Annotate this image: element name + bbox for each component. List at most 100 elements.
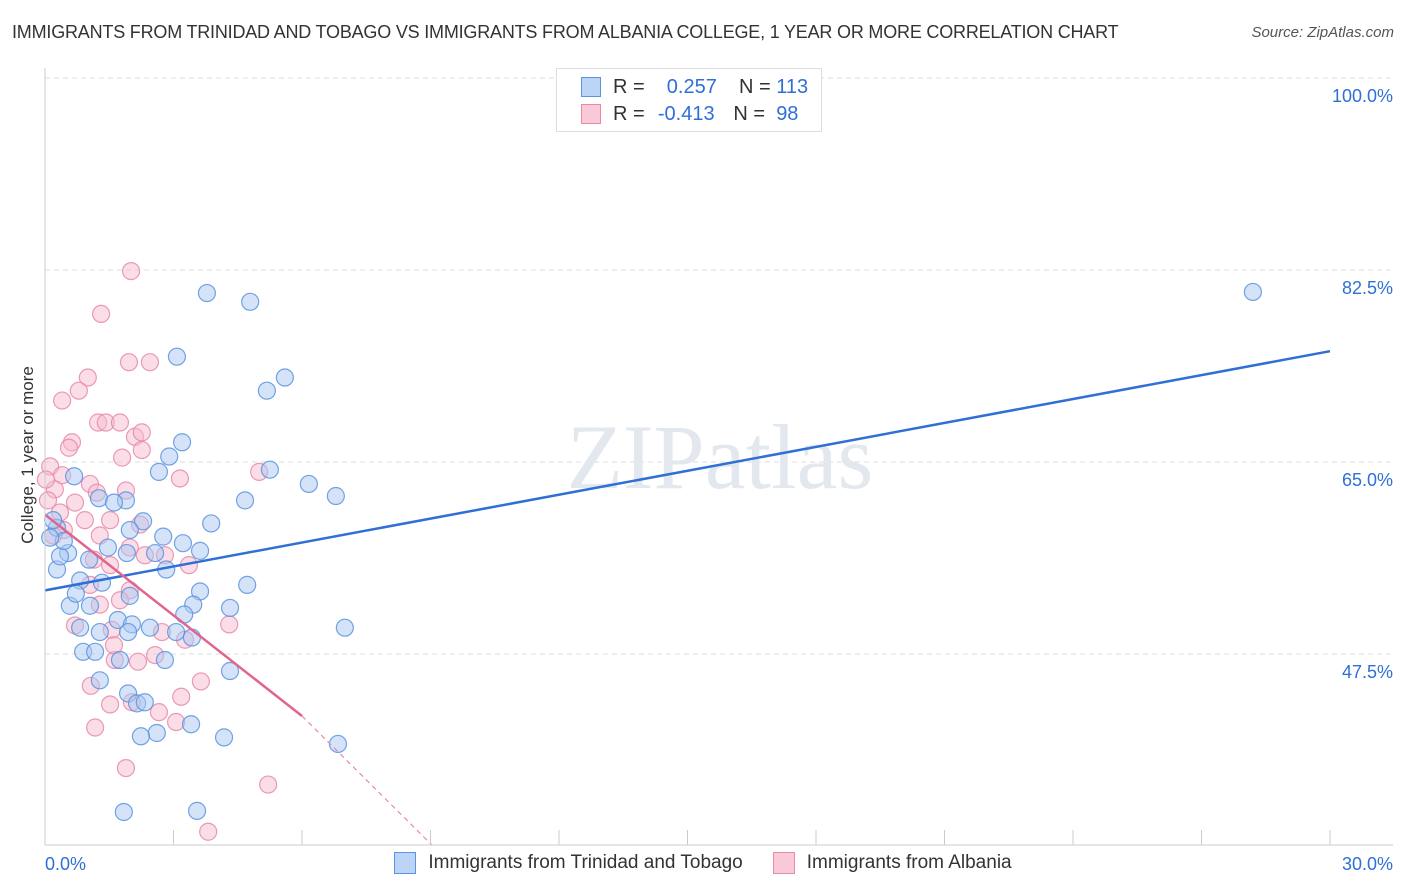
albania-point xyxy=(36,470,55,489)
trinidad-point xyxy=(187,801,207,820)
trinidad-point xyxy=(299,474,318,494)
y-axis-label: College, 1 year or more xyxy=(18,366,37,544)
trinidad-point xyxy=(135,693,154,712)
trinidad-point xyxy=(160,447,179,466)
trinidad-point xyxy=(120,586,139,605)
trinidad-point xyxy=(202,514,221,533)
albania-point xyxy=(65,493,85,512)
albania-point xyxy=(86,718,105,737)
trinidad-point xyxy=(235,491,255,510)
trinidad-point xyxy=(214,728,234,747)
trinidad-point xyxy=(149,462,169,481)
y-tick-label: 65.0% xyxy=(1342,470,1393,490)
y-tick-label: 47.5% xyxy=(1342,662,1393,682)
legend-item-albania[interactable]: Immigrants from Albania xyxy=(772,852,1012,874)
trinidad-point xyxy=(328,734,348,754)
albania-point xyxy=(166,712,186,732)
albania-point xyxy=(128,652,148,671)
trinidad-point xyxy=(50,547,70,566)
trinidad-point xyxy=(241,292,260,311)
y-tick-label: 82.5% xyxy=(1342,278,1393,298)
albania-point xyxy=(116,758,136,778)
albania-point xyxy=(170,469,190,488)
trinidad-point xyxy=(41,528,60,547)
chart-title: IMMIGRANTS FROM TRINIDAD AND TOBAGO VS I… xyxy=(12,22,1119,42)
r-value: 0.257 xyxy=(666,75,717,98)
albania-point xyxy=(132,440,151,460)
trinidad-point xyxy=(98,538,118,557)
trinidad-point xyxy=(190,541,210,560)
trinidad-point xyxy=(335,618,354,637)
albania-point xyxy=(78,368,97,387)
albania-point xyxy=(53,391,72,410)
trinidad-point xyxy=(220,661,240,681)
trinidad-point xyxy=(145,543,165,563)
trinidad-point xyxy=(260,460,279,479)
legend-item-trinidad[interactable]: Immigrants from Trinidad and Tobago xyxy=(394,852,743,874)
legend-row-trinidad: R = 0.257 N = 113 xyxy=(581,74,808,100)
albania-trendline-extension xyxy=(301,715,433,846)
trinidad-point xyxy=(197,283,217,303)
r-label: R = xyxy=(613,102,645,125)
r-label: R = xyxy=(613,75,645,98)
trinidad-point xyxy=(133,512,153,531)
trinidad-point xyxy=(155,650,175,670)
trinidad-point xyxy=(90,622,109,642)
albania-point xyxy=(121,262,141,281)
trinidad-point xyxy=(140,618,160,637)
blue-swatch xyxy=(581,77,601,97)
albania-point xyxy=(75,511,94,530)
albania-point xyxy=(101,511,120,530)
trinidad-point xyxy=(154,527,173,546)
watermark: ZIPatlas xyxy=(567,406,874,508)
n-label: N = xyxy=(738,75,771,98)
r-value: -0.413 xyxy=(657,102,715,125)
albania-trendline xyxy=(44,513,303,717)
trinidad-point xyxy=(147,723,166,743)
albania-point xyxy=(110,413,130,432)
trinidad-point xyxy=(66,584,85,603)
albania-point xyxy=(69,381,88,400)
trinidad-point xyxy=(131,727,151,746)
trinidad-point xyxy=(173,534,193,553)
trinidad-point xyxy=(172,433,192,452)
albania-point xyxy=(140,353,160,372)
trinidad-point xyxy=(104,493,124,512)
n-value: 113 xyxy=(776,75,809,98)
trinidad-point xyxy=(257,381,276,400)
albania-point xyxy=(191,672,211,691)
albania-point xyxy=(112,448,132,467)
trinidad-point xyxy=(238,575,257,594)
trinidad-trendline xyxy=(44,349,1331,592)
pink-swatch xyxy=(581,104,601,124)
trinidad-point xyxy=(92,573,112,592)
trinidad-point xyxy=(1243,282,1263,302)
source-label: Source: ZipAtlas.com xyxy=(1251,24,1394,41)
x-tick-label: 30.0% xyxy=(1342,854,1393,874)
trinidad-point xyxy=(71,618,90,637)
albania-point xyxy=(172,687,191,706)
trinidad-point xyxy=(118,622,138,642)
n-label: N = xyxy=(733,102,766,125)
trinidad-point xyxy=(80,550,99,569)
albania-point xyxy=(199,822,218,841)
trinidad-point xyxy=(117,543,136,563)
albania-point xyxy=(59,438,79,457)
x-tick-label: 0.0% xyxy=(45,854,86,874)
legend-label: Immigrants from Albania xyxy=(806,852,1012,873)
trinidad-point xyxy=(275,368,294,387)
albania-point xyxy=(101,695,120,714)
correlation-legend: R = 0.257 N = 113 R = -0.413 N = 98 xyxy=(556,68,822,132)
trinidad-point xyxy=(90,671,109,690)
trinidad-point xyxy=(181,715,201,734)
trinidad-point xyxy=(86,642,105,661)
pink-swatch xyxy=(772,852,795,874)
albania-point xyxy=(38,491,58,510)
albania-point xyxy=(92,304,111,323)
trinidad-point xyxy=(166,622,186,642)
albania-point xyxy=(220,615,239,634)
albania-point xyxy=(132,423,151,442)
albania-point xyxy=(259,775,278,794)
legend-label: Immigrants from Trinidad and Tobago xyxy=(428,852,743,873)
